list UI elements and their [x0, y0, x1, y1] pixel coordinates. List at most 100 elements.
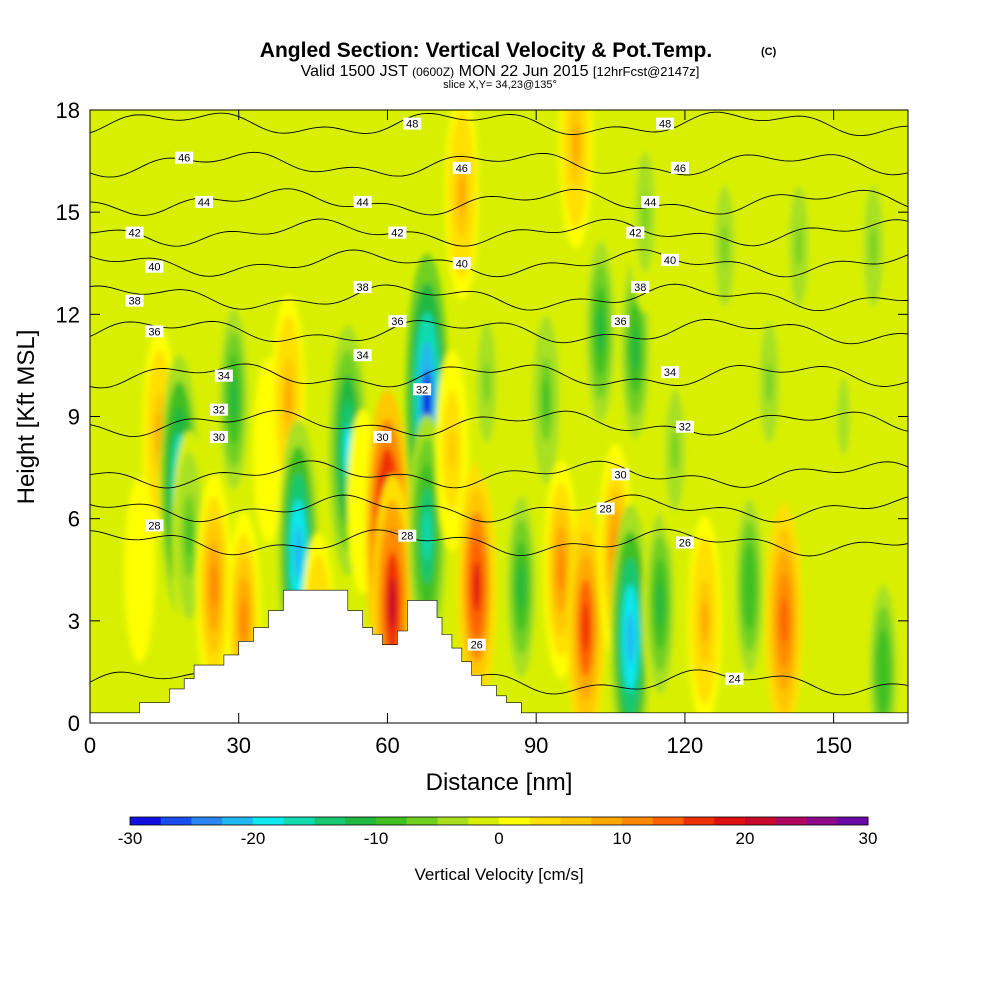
contour-label-box: [388, 315, 407, 328]
colorbar-swatch: [714, 817, 746, 825]
y-tick-label: 3: [68, 609, 80, 634]
contour-label-box: [675, 420, 694, 433]
theta-contour-line: [90, 249, 908, 278]
contour-label: 38: [353, 281, 372, 294]
contour-label-text: 32: [679, 422, 691, 434]
colorbar-swatch: [130, 817, 162, 825]
contour-label-text: 32: [213, 405, 225, 417]
velocity-cell-layer: [472, 561, 481, 612]
velocity-cell-layer: [230, 376, 238, 423]
contour-label-box: [467, 638, 486, 651]
contour-label-box: [195, 195, 214, 208]
contour-label-box: [145, 519, 164, 532]
contour-label-text: 40: [664, 255, 676, 267]
theta-contour-line: [90, 528, 908, 557]
contour-label: 32: [675, 420, 694, 434]
y-tick: 3: [68, 609, 908, 634]
contour-label-box: [725, 672, 744, 685]
x-tick-label: 120: [667, 733, 704, 758]
slice-info: slice X,Y= 34,23@135°: [443, 79, 557, 91]
y-tick: 0: [68, 711, 908, 736]
copyright-mark: (C): [761, 46, 777, 58]
velocity-cell-layer: [879, 650, 887, 694]
contour-label-text: 30: [376, 432, 388, 444]
x-tick-label: 0: [84, 733, 96, 758]
velocity-cell-layer: [557, 547, 565, 592]
velocity-cell-layer: [572, 123, 580, 166]
y-tick-label: 15: [56, 200, 80, 225]
colorbar-swatch: [837, 817, 869, 825]
velocity-cell: [827, 319, 860, 514]
contour-label-text: 44: [357, 197, 369, 209]
colorbar-swatch: [191, 817, 223, 825]
velocity-cell: [642, 490, 678, 717]
theta-contour-line: [90, 460, 908, 489]
contour-label: 32: [209, 403, 228, 417]
contour-label-text: 40: [456, 258, 468, 270]
contour-label-box: [596, 502, 615, 515]
velocity-cell: [856, 145, 890, 348]
colorbar-swatch: [406, 817, 438, 825]
contour-label: 44: [641, 195, 660, 209]
velocity-cell: [732, 477, 767, 696]
velocity-cell-layer: [840, 397, 847, 436]
velocity-cell-layer: [388, 577, 397, 630]
contour-label-box: [353, 195, 372, 208]
theta-contour-line: [90, 494, 908, 523]
velocity-cell-layer: [240, 599, 248, 643]
contour-label-box: [145, 260, 164, 273]
contour-label: 34: [214, 369, 233, 383]
x-tick: 90: [524, 110, 548, 758]
contour-label-box: [452, 257, 471, 270]
y-tick-label: 6: [68, 507, 80, 532]
colorbar-swatch: [652, 817, 684, 825]
theta-contour-line: [90, 319, 908, 345]
contour-label: 36: [388, 315, 407, 328]
velocity-cell-layer: [671, 430, 679, 471]
contour-label-text: 30: [614, 469, 626, 481]
theta-contour-line: [90, 188, 908, 216]
theta-contour-line: [90, 218, 908, 247]
contour-label-box: [209, 403, 228, 416]
colorbar-swatch: [222, 817, 254, 825]
contour-label-text: 36: [614, 316, 626, 328]
contour-label: 42: [125, 226, 144, 240]
contour-label: 28: [596, 502, 615, 515]
theta-contour-line: [90, 283, 908, 312]
contour-label: 44: [195, 195, 214, 209]
x-tick: 60: [375, 110, 400, 758]
contour-label-box: [145, 325, 164, 338]
velocity-cell-layer: [448, 430, 456, 471]
contour-label-text: 48: [659, 119, 671, 131]
colorbar-swatch: [437, 817, 469, 825]
contour-label-text: 42: [629, 228, 641, 240]
velocity-cell: [628, 111, 662, 313]
contour-label-box: [611, 315, 630, 328]
colorbar-swatch: [376, 817, 408, 825]
velocity-cell: [543, 460, 579, 679]
colorbar-swatch: [591, 817, 623, 825]
contour-label-box: [656, 117, 675, 130]
contour-label: 26: [675, 536, 694, 550]
forecast-info: [12hrFcst@2147z]: [593, 64, 699, 79]
velocity-cell-layer: [656, 581, 664, 627]
contour-label-text: 40: [148, 262, 160, 274]
contour-label: 38: [125, 294, 144, 308]
contour-label-box: [209, 430, 228, 443]
contour-label-text: 38: [357, 282, 369, 294]
theta-contour-line: [90, 111, 908, 137]
theta-contour-line: [90, 151, 908, 178]
velocity-cell: [752, 281, 786, 484]
velocity-cell: [470, 281, 503, 484]
contour-label-text: 44: [198, 197, 210, 209]
theta-contour-line: [90, 363, 908, 389]
valid-date: MON 22 Jun 2015: [459, 63, 589, 80]
colorbar-label: Vertical Velocity [cm/s]: [414, 865, 583, 884]
velocity-cell-layer: [265, 432, 272, 470]
x-tick-label: 60: [375, 733, 399, 758]
velocity-cell-layer: [870, 226, 877, 267]
velocity-cell-layer: [210, 564, 218, 610]
colorbar-tick-label: -20: [241, 829, 266, 848]
contour-label-box: [388, 226, 407, 239]
